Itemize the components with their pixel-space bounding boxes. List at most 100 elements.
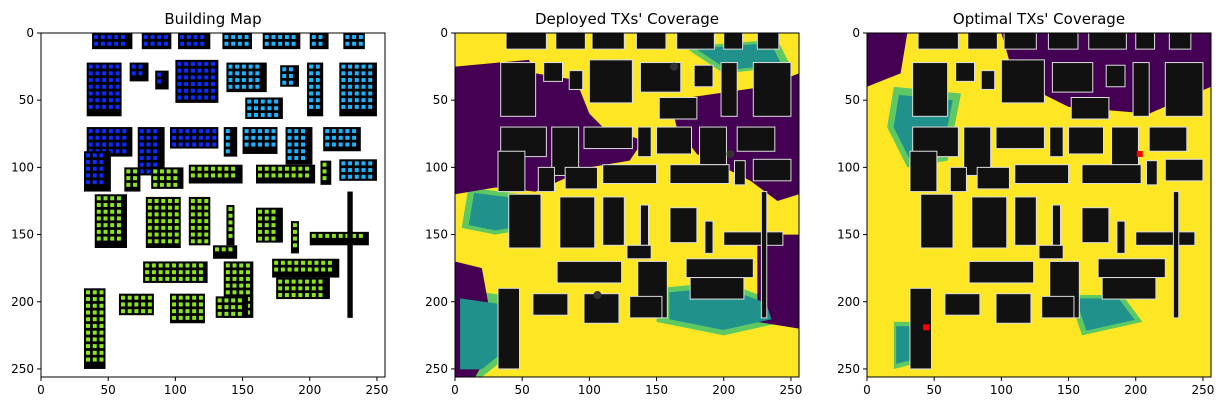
building-dot — [146, 169, 151, 174]
building-dot — [258, 166, 263, 171]
building-dot — [354, 84, 359, 89]
tx-marker — [593, 291, 602, 300]
building-dot — [190, 198, 195, 203]
plot-area — [41, 33, 385, 377]
building-block — [1051, 204, 1061, 246]
building-block — [976, 166, 1010, 190]
building-dot — [348, 84, 353, 89]
building-dot — [141, 309, 146, 314]
building-block — [629, 295, 663, 319]
building-dot — [147, 225, 152, 230]
building-dot — [264, 166, 269, 171]
building-dot — [96, 209, 101, 214]
building-dot — [274, 99, 279, 104]
building-dot — [88, 91, 93, 96]
building-dot — [102, 78, 107, 83]
building-dot — [232, 263, 237, 268]
building-dot — [139, 155, 144, 160]
building-block — [1116, 220, 1126, 254]
building-dot — [147, 302, 152, 307]
building-dot — [315, 104, 320, 109]
building-dot — [331, 135, 336, 140]
building-dot — [102, 91, 107, 96]
building-dot — [166, 169, 171, 174]
building-dot — [146, 142, 151, 147]
building-dot — [282, 74, 287, 78]
y-tick-label: 150 — [11, 228, 34, 242]
building-dot — [224, 166, 229, 171]
building-dot — [204, 219, 209, 224]
x-tick-label: 150 — [1057, 383, 1080, 397]
building-dot — [165, 263, 170, 268]
building-dot — [102, 129, 107, 134]
building-dot — [258, 223, 263, 228]
building-dot — [361, 168, 366, 173]
building-dot — [185, 135, 190, 140]
building-dot — [311, 293, 316, 298]
building-dot — [166, 182, 171, 187]
building-dot — [153, 155, 158, 160]
building-dot — [88, 135, 93, 140]
building-dot — [225, 149, 230, 154]
building-dot — [172, 276, 177, 281]
y-tick-label: 150 — [425, 228, 448, 242]
building-dot — [341, 91, 346, 96]
building-block — [1047, 33, 1079, 50]
building-dot — [204, 239, 209, 244]
building-dot — [108, 129, 113, 134]
building-dot — [177, 82, 182, 87]
building-dot — [288, 80, 293, 85]
x-tick-label: 0 — [451, 383, 459, 397]
building-dot — [159, 169, 164, 174]
building-dot — [161, 239, 166, 244]
building-dot — [192, 135, 197, 140]
building-dot — [217, 305, 222, 310]
building-dot — [197, 68, 202, 73]
building-dot — [294, 260, 299, 265]
building-dot — [99, 290, 104, 295]
building-dot — [271, 35, 276, 40]
x-tick-label: 0 — [863, 383, 871, 397]
building-dot — [291, 41, 296, 46]
building-dot — [294, 155, 299, 160]
building-dot — [143, 35, 148, 40]
building-dot — [198, 315, 203, 320]
y-tick-label: 0 — [26, 26, 34, 40]
building-dot — [193, 41, 198, 46]
building-dot — [311, 286, 316, 291]
building-dot — [327, 260, 332, 265]
building-dot — [260, 99, 265, 104]
building-dot — [354, 174, 359, 179]
building-dot — [198, 270, 203, 275]
building-dot — [92, 303, 97, 308]
building-dot — [88, 64, 93, 69]
building-dot — [172, 315, 177, 320]
building-dot — [244, 41, 249, 46]
building-dot — [318, 35, 323, 40]
building-dot — [146, 129, 151, 134]
building-dot — [245, 290, 250, 295]
building-dot — [237, 305, 242, 310]
building-dot — [311, 233, 316, 238]
building-dot — [284, 166, 289, 171]
building-dot — [192, 270, 197, 275]
building-dot — [190, 95, 195, 100]
building-dot — [232, 270, 237, 275]
building-block — [909, 287, 932, 370]
building-dot — [86, 350, 91, 355]
building-dot — [204, 68, 209, 73]
building-dot — [258, 129, 263, 134]
building-dot — [287, 149, 292, 154]
building-dot — [294, 129, 299, 134]
building-dot — [95, 84, 100, 89]
building-dot — [197, 239, 202, 244]
building-dot — [225, 135, 230, 140]
building-dot — [348, 174, 353, 179]
building-dot — [92, 173, 97, 178]
building-dot — [115, 71, 120, 76]
building-dot — [146, 162, 151, 167]
building-dot — [133, 176, 138, 181]
building-dot — [260, 106, 265, 111]
building-block — [84, 151, 111, 192]
building-dot — [110, 196, 115, 201]
